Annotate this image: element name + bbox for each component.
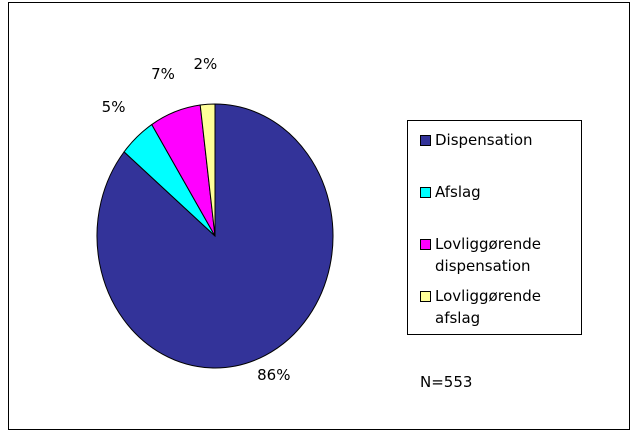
legend-item: Dispensation [420,129,575,181]
data-label: 5% [102,98,126,116]
legend-label: Afslag [435,183,481,201]
legend-swatch [420,239,431,250]
legend-item: Lovliggørende afslag [420,285,575,337]
legend: Dispensation Afslag Lovliggørende dispensa… [407,120,582,335]
legend-label: Lovliggørende afslag [435,287,542,327]
data-label: 86% [257,366,290,384]
legend-swatch [420,187,431,198]
legend-item: Afslag [420,181,575,233]
legend-label: Dispensation [435,131,533,149]
legend-swatch [420,135,431,146]
annotation: N=553 [420,373,473,391]
data-label: 7% [151,65,175,83]
data-label: 2% [193,55,217,73]
legend-item: Lovliggørende dispensation [420,233,575,285]
legend-swatch [420,291,431,302]
legend-label: Lovliggørende dispensation [435,235,542,275]
pie-slice [199,103,216,237]
